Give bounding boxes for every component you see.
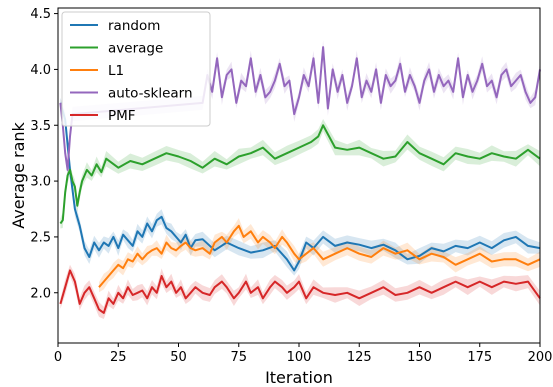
x-tick-label: 25 [110, 350, 127, 365]
x-tick-label: 125 [347, 350, 372, 365]
line-PMF [59, 269, 541, 314]
line-random [59, 102, 541, 272]
y-tick-label: 4.5 [30, 7, 51, 22]
x-tick-label: 0 [54, 350, 62, 365]
y-tick-label: 4.0 [30, 63, 51, 78]
legend-label: L1 [108, 63, 124, 79]
y-tick-label: 2.0 [30, 286, 51, 301]
y-axis-ticks: 2.0 2.5 3.0 3.5 4.0 4.5 [30, 7, 58, 301]
x-tick-label: 100 [287, 350, 312, 365]
legend-label: PMF [108, 108, 136, 124]
band-PMF [60, 264, 541, 319]
y-tick-label: 3.0 [30, 175, 51, 190]
legend-label: random [108, 18, 160, 34]
x-tick-label: 150 [407, 350, 432, 365]
legend: random average L1 auto-sklearn PMF [61, 11, 211, 127]
x-tick-label: 200 [528, 350, 553, 365]
y-tick-label: 2.5 [30, 230, 51, 245]
y-axis-label: Average rank [9, 121, 28, 228]
line-auto-sklearn [59, 46, 541, 171]
band-average [60, 119, 541, 229]
x-axis-ticks: 0 25 50 75 100 125 150 175 200 [54, 343, 553, 365]
legend-box [61, 11, 211, 127]
line-average [59, 124, 541, 225]
series-lines [59, 46, 541, 314]
x-tick-label: 50 [170, 350, 187, 365]
legend-label: average [108, 41, 163, 57]
y-tick-label: 3.5 [30, 119, 51, 134]
line-L1 [98, 224, 541, 288]
x-axis-label: Iteration [265, 368, 333, 387]
legend-label: auto-sklearn [108, 86, 193, 102]
x-tick-label: 75 [230, 350, 247, 365]
x-tick-label: 175 [467, 350, 492, 365]
